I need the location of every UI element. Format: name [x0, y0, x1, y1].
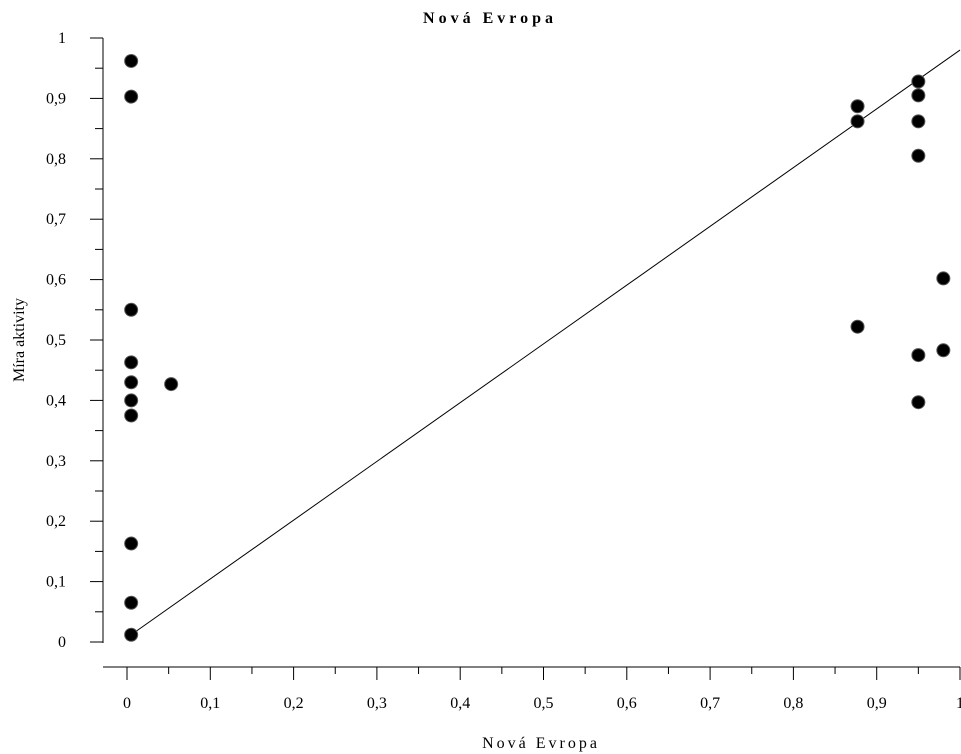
x-tick-label: 0,2: [284, 695, 304, 712]
y-tick-label: 0,2: [46, 513, 66, 530]
data-point: [850, 99, 865, 114]
y-tick-label: 0,7: [46, 211, 66, 228]
y-tick-label: 0,9: [46, 90, 66, 107]
y-axis-label: Míra aktivity: [11, 298, 28, 382]
y-tick-label: 0,3: [46, 453, 66, 470]
data-point: [124, 595, 139, 610]
y-tick-label: 0,5: [46, 332, 66, 349]
chart-title: Nová Evropa: [423, 10, 557, 27]
x-tick-label: 0,8: [783, 695, 803, 712]
data-point: [124, 89, 139, 104]
data-point: [124, 536, 139, 551]
data-point: [911, 74, 926, 89]
data-point: [936, 343, 951, 358]
x-tick-label: 0,5: [534, 695, 554, 712]
data-point: [124, 393, 139, 408]
data-point: [911, 88, 926, 103]
data-point: [911, 148, 926, 163]
y-tick-label: 0,8: [46, 151, 66, 168]
y-tick-label: 1: [58, 30, 66, 47]
y-tick-label: 0,1: [46, 574, 66, 591]
x-tick-label: 0,6: [617, 695, 637, 712]
x-tick-label: 0,3: [367, 695, 387, 712]
y-tick-label: 0,6: [46, 272, 66, 289]
data-point: [124, 302, 139, 317]
data-point: [164, 377, 179, 392]
x-tick-label: 0,1: [200, 695, 220, 712]
data-point: [911, 114, 926, 129]
x-tick-label: 0,7: [700, 695, 720, 712]
data-points-group: [124, 53, 951, 642]
data-point: [911, 348, 926, 363]
x-axis: 0 0,1 0,2 0,3 0,4 0,5 0,6 0,7 0,8 0,9 1: [103, 666, 961, 712]
data-point: [124, 53, 139, 68]
y-tick-label: 0: [58, 634, 66, 651]
x-tick-label: 0,4: [450, 695, 470, 712]
y-tick-label: 0,4: [46, 392, 66, 409]
data-point: [124, 375, 139, 390]
data-point: [911, 395, 926, 410]
trendline-group: [130, 49, 961, 636]
x-tick-label: 1: [956, 695, 961, 712]
x-tick-label: 0: [123, 695, 131, 712]
data-point: [124, 627, 139, 642]
y-axis: 0 0,1 0,2 0,3 0,4 0,5 0,6 0,7 0,8 0,9 1: [46, 30, 104, 651]
data-point: [124, 355, 139, 370]
data-point: [850, 114, 865, 129]
data-point: [850, 319, 865, 334]
x-axis-label: Nová Evropa: [482, 735, 600, 752]
data-point: [936, 271, 951, 286]
x-tick-label: 0,9: [867, 695, 887, 712]
data-point: [124, 408, 139, 423]
trend-line: [130, 49, 961, 636]
